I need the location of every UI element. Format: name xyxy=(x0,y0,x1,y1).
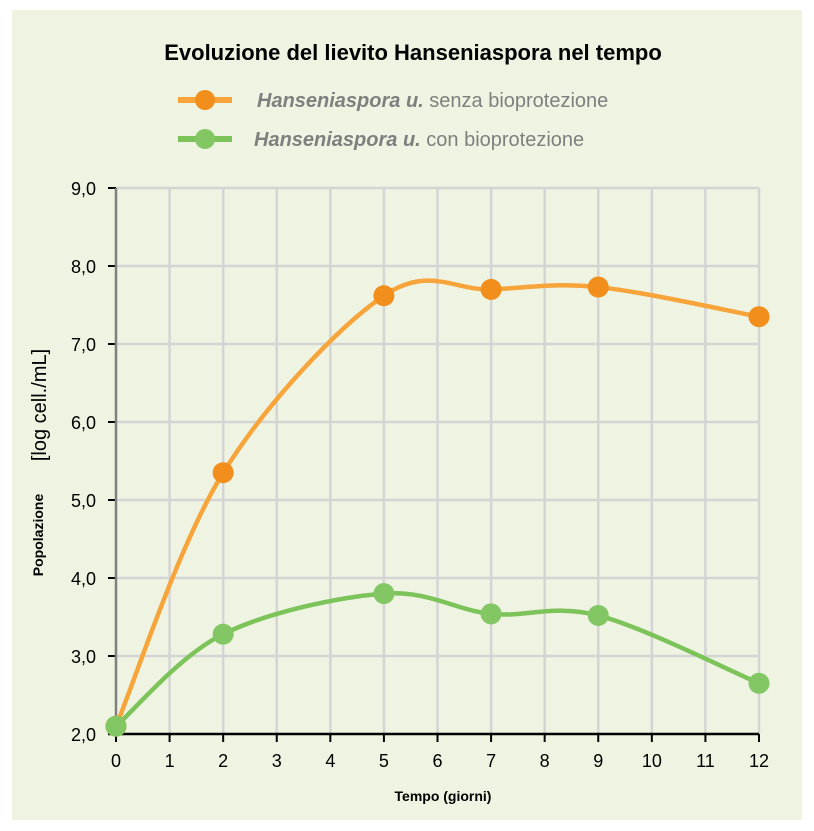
x-tick-label: 4 xyxy=(325,751,335,771)
data-point-series-1 xyxy=(373,583,395,605)
legend-marker-senza xyxy=(195,90,215,110)
x-axis-label: Tempo (giorni) xyxy=(395,788,492,804)
tick-labels: 0 1 2 3 4 5 6 7 8 9 10 11 122,03,04,05,06,07,08,09,0 xyxy=(71,179,769,771)
series-group xyxy=(105,276,770,737)
y-tick-label: 9,0 xyxy=(71,179,96,199)
legend-label-senza: Hanseniaspora u. senza bioprotezione xyxy=(257,90,608,112)
x-tick-label: 2 xyxy=(218,751,228,771)
data-point-series-0 xyxy=(212,462,234,484)
chart-panel xyxy=(12,10,802,820)
data-point-series-0 xyxy=(748,306,770,328)
x-tick-label: 11 xyxy=(696,751,715,771)
y-tick-label: 6,0 xyxy=(71,413,96,433)
x-tick-label: 0 xyxy=(111,751,121,771)
x-tick-label: 7 xyxy=(486,751,496,771)
legend-item-con: Hanseniaspora u. con bioprotezione xyxy=(178,129,584,151)
y-tick-label: 4,0 xyxy=(71,569,96,589)
legend: Hanseniaspora u. senza bioprotezione Han… xyxy=(178,90,608,151)
data-point-series-0 xyxy=(480,278,502,300)
x-tick-label: 12 xyxy=(749,751,769,771)
x-tick-label: 5 xyxy=(379,751,389,771)
y-axis-unit-label: [log cell./mL] xyxy=(29,349,51,461)
x-tick-label: 3 xyxy=(272,751,282,771)
legend-label-con: Hanseniaspora u. con bioprotezione xyxy=(254,129,584,151)
y-tick-label: 7,0 xyxy=(71,335,96,355)
chart-title: Evoluzione del lievito Hanseniaspora nel… xyxy=(164,40,662,65)
data-point-series-0 xyxy=(587,276,609,298)
data-point-series-1 xyxy=(748,672,770,694)
x-tick-label: 6 xyxy=(432,751,442,771)
y-tick-label: 2,0 xyxy=(71,725,96,745)
y-tick-label: 3,0 xyxy=(71,647,96,667)
y-tick-label: 5,0 xyxy=(71,491,96,511)
y-axis-label: Popolazione xyxy=(30,494,46,577)
x-tick-label: 8 xyxy=(540,751,550,771)
legend-item-senza: Hanseniaspora u. senza bioprotezione xyxy=(178,90,608,112)
data-point-series-1 xyxy=(212,623,234,645)
legend-marker-con xyxy=(195,129,215,149)
x-tick-label: 10 xyxy=(642,751,662,771)
grid xyxy=(116,186,761,734)
axes xyxy=(108,187,760,742)
y-tick-label: 8,0 xyxy=(71,257,96,277)
x-tick-label: 1 xyxy=(165,751,175,771)
data-point-series-1 xyxy=(587,604,609,626)
data-point-series-0 xyxy=(373,285,395,307)
data-point-series-1 xyxy=(480,603,502,625)
data-point-series-1 xyxy=(105,715,127,737)
series-line-1 xyxy=(113,590,762,729)
x-tick-label: 9 xyxy=(593,751,603,771)
